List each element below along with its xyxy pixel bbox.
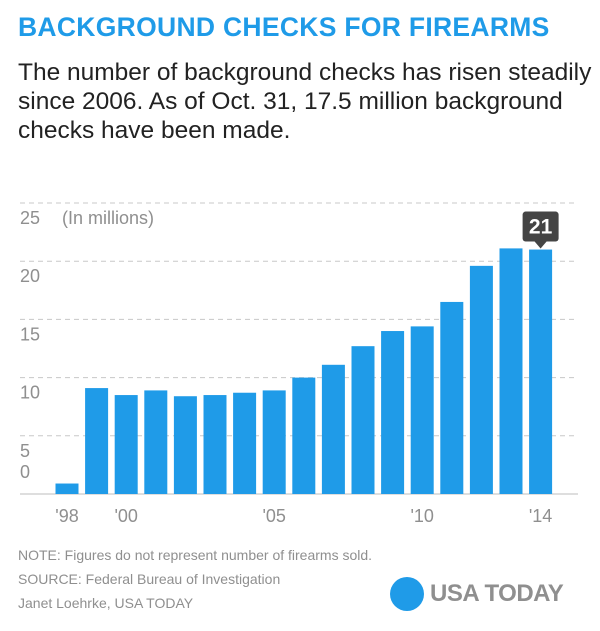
callout-label: 21: [529, 216, 553, 239]
bar-2002: [173, 396, 197, 494]
bar-2001: [144, 390, 168, 494]
callout-pointer: [534, 241, 547, 249]
y-tick-label: 0: [20, 462, 30, 482]
y-unit-label: (In millions): [62, 208, 154, 228]
bar-2011: [440, 301, 464, 494]
y-tick-label: 5: [20, 441, 30, 461]
bar-2009: [381, 331, 405, 494]
x-tick-label: '00: [114, 506, 137, 526]
bar-2013: [499, 248, 523, 494]
logo-text: USA TODAY: [430, 580, 564, 607]
credit-text: Janet Loehrke, USA TODAY: [18, 595, 194, 611]
bar-chart: 05 10 15 20 25 (In millions) '98 '00 '05 '10 '14 21: [20, 202, 578, 526]
y-tick-label: 20: [20, 266, 40, 286]
bar-2004: [233, 392, 257, 494]
x-tick-label: '14: [529, 506, 552, 526]
x-tick-label: '05: [262, 506, 285, 526]
source-text: SOURCE: Federal Bureau of Investigation: [18, 571, 281, 587]
bar-2014: [529, 249, 553, 494]
chart-subtitle: The number of background checks has rise…: [18, 59, 592, 144]
bar-2010: [410, 326, 434, 494]
bar-1998: [55, 483, 79, 494]
chart-title: BACKGROUND CHECKS FOR FIREARMS: [18, 12, 550, 42]
y-tick-label: 25: [20, 208, 40, 228]
x-tick-label: '10: [410, 506, 433, 526]
bar-2007: [321, 364, 345, 494]
bar-2008: [351, 346, 375, 494]
bar-1999: [85, 388, 109, 494]
usa-today-logo: USA TODAY: [390, 577, 564, 611]
bar-2012: [469, 265, 493, 494]
footnotes: NOTE: Figures do not represent number of…: [18, 543, 372, 615]
y-tick-label: 10: [20, 383, 40, 403]
note-text: NOTE: Figures do not represent number of…: [18, 547, 373, 563]
x-tick-label: '98: [55, 506, 78, 526]
bar-2005: [262, 390, 286, 494]
callout-box: [522, 211, 559, 242]
bar-2006: [292, 377, 316, 494]
bar-2000: [114, 395, 138, 494]
y-tick-label: 15: [20, 324, 40, 344]
bar-2003: [203, 395, 227, 494]
logo-dot-icon: [390, 577, 424, 611]
